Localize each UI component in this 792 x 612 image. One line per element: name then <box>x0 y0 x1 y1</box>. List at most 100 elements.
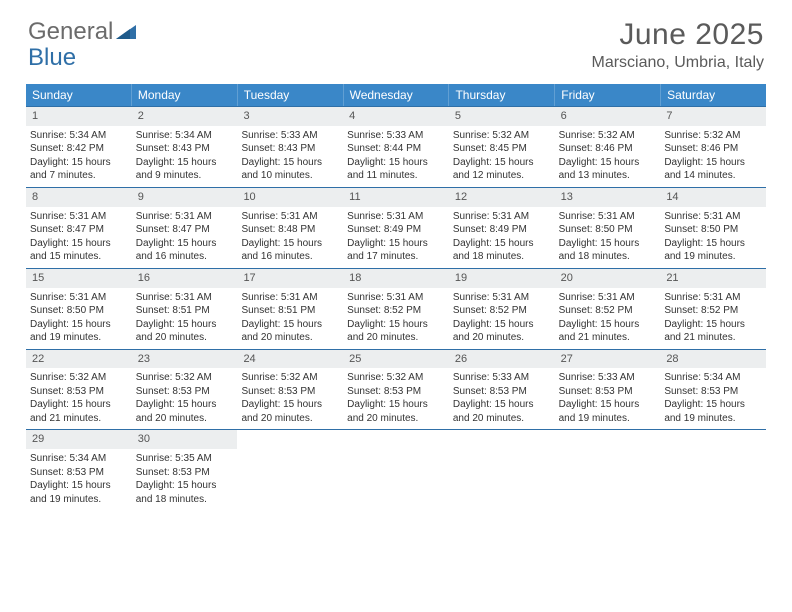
sunset-text: Sunset: 8:42 PM <box>30 142 128 156</box>
daylight-text: Daylight: 15 hours <box>664 237 762 251</box>
weekday-header: Tuesday <box>238 84 344 106</box>
week-row: 29Sunrise: 5:34 AMSunset: 8:53 PMDayligh… <box>26 429 766 510</box>
empty-cell <box>555 430 661 510</box>
day-number: 25 <box>343 350 449 369</box>
day-cell: 21Sunrise: 5:31 AMSunset: 8:52 PMDayligh… <box>660 269 766 349</box>
logo-triangle-icon <box>116 23 138 41</box>
sunset-text: Sunset: 8:53 PM <box>347 385 445 399</box>
day-number: 24 <box>237 350 343 369</box>
day-cell: 2Sunrise: 5:34 AMSunset: 8:43 PMDaylight… <box>132 107 238 187</box>
daylight-text: and 20 minutes. <box>347 412 445 426</box>
day-number: 21 <box>660 269 766 288</box>
daylight-text: and 15 minutes. <box>30 250 128 264</box>
daylight-text: Daylight: 15 hours <box>664 156 762 170</box>
sunrise-text: Sunrise: 5:31 AM <box>136 291 234 305</box>
daylight-text: Daylight: 15 hours <box>241 156 339 170</box>
sunset-text: Sunset: 8:46 PM <box>664 142 762 156</box>
title-block: June 2025 Marsciano, Umbria, Italy <box>592 18 765 72</box>
day-cell: 8Sunrise: 5:31 AMSunset: 8:47 PMDaylight… <box>26 188 132 268</box>
daylight-text: and 7 minutes. <box>30 169 128 183</box>
daylight-text: Daylight: 15 hours <box>347 318 445 332</box>
weekday-header: Thursday <box>449 84 555 106</box>
sunrise-text: Sunrise: 5:31 AM <box>664 291 762 305</box>
sunset-text: Sunset: 8:46 PM <box>559 142 657 156</box>
daylight-text: and 19 minutes. <box>559 412 657 426</box>
daylight-text: and 9 minutes. <box>136 169 234 183</box>
daylight-text: Daylight: 15 hours <box>453 318 551 332</box>
daylight-text: Daylight: 15 hours <box>347 237 445 251</box>
sunset-text: Sunset: 8:44 PM <box>347 142 445 156</box>
weeks-container: 1Sunrise: 5:34 AMSunset: 8:42 PMDaylight… <box>26 106 766 510</box>
daylight-text: and 21 minutes. <box>664 331 762 345</box>
sunset-text: Sunset: 8:53 PM <box>30 466 128 480</box>
sunset-text: Sunset: 8:47 PM <box>136 223 234 237</box>
day-number: 22 <box>26 350 132 369</box>
sunrise-text: Sunrise: 5:32 AM <box>559 129 657 143</box>
daylight-text: Daylight: 15 hours <box>559 318 657 332</box>
sunrise-text: Sunrise: 5:31 AM <box>559 291 657 305</box>
daylight-text: Daylight: 15 hours <box>559 156 657 170</box>
sunset-text: Sunset: 8:52 PM <box>559 304 657 318</box>
day-number: 20 <box>555 269 661 288</box>
day-cell: 27Sunrise: 5:33 AMSunset: 8:53 PMDayligh… <box>555 350 661 430</box>
day-number: 23 <box>132 350 238 369</box>
day-cell: 30Sunrise: 5:35 AMSunset: 8:53 PMDayligh… <box>132 430 238 510</box>
sunrise-text: Sunrise: 5:31 AM <box>136 210 234 224</box>
daylight-text: and 18 minutes. <box>559 250 657 264</box>
weekday-header: Saturday <box>661 84 766 106</box>
empty-cell <box>237 430 343 510</box>
daylight-text: and 20 minutes. <box>136 331 234 345</box>
daylight-text: and 17 minutes. <box>347 250 445 264</box>
daylight-text: and 20 minutes. <box>241 412 339 426</box>
day-number: 3 <box>237 107 343 126</box>
sunset-text: Sunset: 8:51 PM <box>241 304 339 318</box>
daylight-text: Daylight: 15 hours <box>453 398 551 412</box>
logo: General <box>28 18 138 46</box>
day-cell: 7 Sunrise: 5:32 AMSunset: 8:46 PMDaylight… <box>660 107 766 187</box>
day-number: 19 <box>449 269 555 288</box>
daylight-text: Daylight: 15 hours <box>30 479 128 493</box>
daylight-text: and 13 minutes. <box>559 169 657 183</box>
weekday-header: Monday <box>132 84 238 106</box>
daylight-text: Daylight: 15 hours <box>30 156 128 170</box>
sunset-text: Sunset: 8:52 PM <box>453 304 551 318</box>
daylight-text: and 18 minutes. <box>453 250 551 264</box>
daylight-text: Daylight: 15 hours <box>30 398 128 412</box>
sunset-text: Sunset: 8:52 PM <box>347 304 445 318</box>
day-cell: 28Sunrise: 5:34 AMSunset: 8:53 PMDayligh… <box>660 350 766 430</box>
day-number: 7 <box>660 107 766 126</box>
empty-cell <box>660 430 766 510</box>
daylight-text: Daylight: 15 hours <box>136 398 234 412</box>
day-cell: 6Sunrise: 5:32 AMSunset: 8:46 PMDaylight… <box>555 107 661 187</box>
sunset-text: Sunset: 8:49 PM <box>453 223 551 237</box>
day-number: 18 <box>343 269 449 288</box>
daylight-text: and 20 minutes. <box>136 412 234 426</box>
sunrise-text: Sunrise: 5:31 AM <box>664 210 762 224</box>
day-cell: 11Sunrise: 5:31 AMSunset: 8:49 PMDayligh… <box>343 188 449 268</box>
day-number: 12 <box>449 188 555 207</box>
weekday-header: Friday <box>555 84 661 106</box>
daylight-text: and 20 minutes. <box>453 412 551 426</box>
sunset-text: Sunset: 8:53 PM <box>664 385 762 399</box>
day-cell: 13Sunrise: 5:31 AMSunset: 8:50 PMDayligh… <box>555 188 661 268</box>
day-number: 29 <box>26 430 132 449</box>
day-number: 1 <box>26 107 132 126</box>
sunset-text: Sunset: 8:43 PM <box>136 142 234 156</box>
sunrise-text: Sunrise: 5:32 AM <box>136 371 234 385</box>
sunrise-text: Sunrise: 5:32 AM <box>30 371 128 385</box>
week-row: 8Sunrise: 5:31 AMSunset: 8:47 PMDaylight… <box>26 187 766 268</box>
daylight-text: and 19 minutes. <box>30 331 128 345</box>
daylight-text: Daylight: 15 hours <box>453 237 551 251</box>
empty-cell <box>343 430 449 510</box>
day-number: 11 <box>343 188 449 207</box>
sunset-text: Sunset: 8:53 PM <box>453 385 551 399</box>
day-cell: 23Sunrise: 5:32 AMSunset: 8:53 PMDayligh… <box>132 350 238 430</box>
sunrise-text: Sunrise: 5:35 AM <box>136 452 234 466</box>
sunrise-text: Sunrise: 5:32 AM <box>664 129 762 143</box>
sunrise-text: Sunrise: 5:33 AM <box>453 371 551 385</box>
daylight-text: and 21 minutes. <box>30 412 128 426</box>
day-cell: 17Sunrise: 5:31 AMSunset: 8:51 PMDayligh… <box>237 269 343 349</box>
sunset-text: Sunset: 8:43 PM <box>241 142 339 156</box>
daylight-text: Daylight: 15 hours <box>241 398 339 412</box>
sunset-text: Sunset: 8:47 PM <box>30 223 128 237</box>
